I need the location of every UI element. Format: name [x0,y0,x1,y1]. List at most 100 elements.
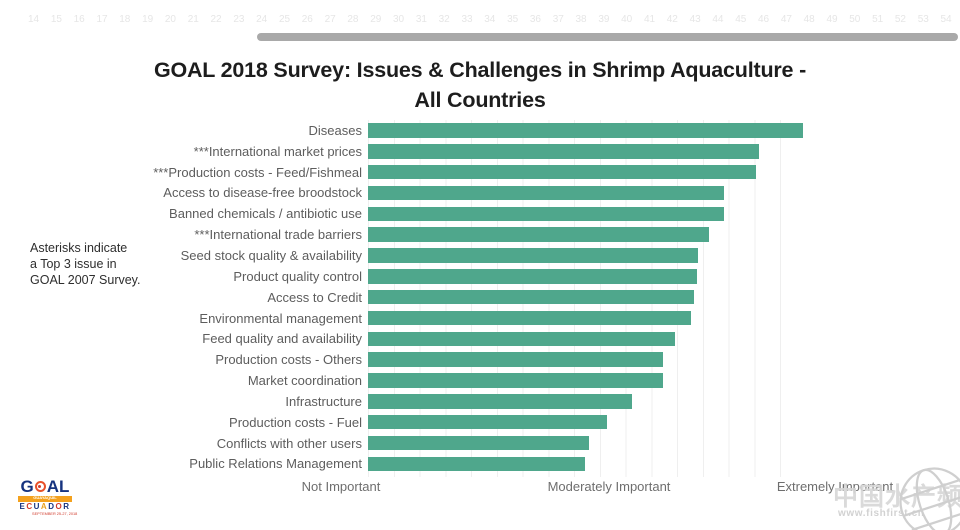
chart-title-line2: All Countries [414,88,546,112]
ruler-number: 50 [849,14,861,25]
goal-logo-country: ECUADOR [18,503,72,511]
ruler-number: 26 [301,14,313,25]
ruler-number: 18 [119,14,131,25]
chart-row: Conflicts with other users [0,433,960,454]
chart-row: Public Relations Management [0,454,960,475]
bar [368,227,709,242]
ruler-number: 45 [735,14,747,25]
bar [368,206,724,222]
row-label: Product quality control [233,268,362,284]
annotation-line2: a Top 3 issue in [30,257,117,271]
chart-row: Access to Credit [0,287,960,308]
bar [368,414,607,430]
goal-logo-g: G [20,477,34,496]
chart-title: GOAL 2018 Survey: Issues & Challenges in… [0,55,960,115]
row-label: Access to Credit [267,289,362,305]
goal-logo-country-letter: U [33,502,41,511]
goal-logo-city: GUAYAQUIL [33,496,57,501]
bar [368,123,803,138]
bar [368,144,759,159]
row-label: Conflicts with other users [216,435,362,451]
goal-ecuador-logo: G AL GUAYAQUIL ECUADOR SEPTEMBER 25-27, 2… [18,478,77,517]
ruler-number: 28 [347,14,359,25]
ruler-number: 29 [370,14,382,25]
goal-logo-country-letter: C [26,502,34,511]
row-label: Production costs - Fuel [229,414,362,430]
chart-row: Production costs - Others [0,349,960,370]
bar-chart: Diseases ***International market prices **… [0,120,960,474]
bar [368,331,675,347]
slide-ruler: 14 15 16 17 18 19 20 21 22 23 24 25 26 27 28 29 30 31 32 33… [28,14,952,25]
row-label: Feed quality and availability [202,331,362,347]
ruler-number: 36 [529,14,541,25]
ruler-number: 34 [484,14,496,25]
ruler-number: 39 [598,14,610,25]
bar [368,373,664,388]
goal-logo-country-letter: A [40,502,49,511]
goal-logo-country-letter: E [19,502,27,511]
bar [368,248,699,263]
ruler-number: 37 [552,14,564,25]
ruler-number: 27 [324,14,336,25]
axis-tick-label-extremely-important: Extremely Important [776,479,894,494]
bar [368,185,724,201]
chart-row: Infrastructure [0,391,960,412]
chart-row: Market coordination [0,370,960,391]
chart-row: Seed stock quality & availability [0,245,960,266]
chart-row: Feed quality and availability [0,328,960,349]
ruler-number: 30 [393,14,405,25]
axis-tick-label-not-important: Not Important [301,479,381,494]
globe-icon [899,467,960,530]
ruler-number: 40 [621,14,633,25]
ruler-number: 35 [507,14,519,25]
axis-tick-label-moderately-important: Moderately Important [547,479,671,494]
chart-title-line1: GOAL 2018 Survey: Issues & Challenges in… [153,58,807,82]
ruler-number: 48 [803,14,815,25]
scrollbar-thumb[interactable] [257,33,958,41]
bar [368,164,757,180]
ruler-number: 14 [28,14,40,25]
ruler-number: 21 [187,14,199,25]
ruler-number: 16 [73,14,85,25]
bar [368,289,695,305]
bar [368,269,697,284]
bar [368,394,633,409]
shrimp-ring-icon [34,481,46,492]
chart-row: Production costs - Fuel [0,412,960,433]
watermark-url: www.fishfirst.cn [838,508,925,519]
bar [368,310,691,326]
ruler-number: 53 [917,14,929,25]
chart-row: ***International market prices [0,141,960,162]
ruler-number: 54 [940,14,952,25]
ruler-number: 52 [894,14,906,25]
row-label: Seed stock quality & availability [180,247,362,263]
chart-row: ***International trade barriers [0,224,960,245]
row-label: Environmental management [199,310,362,326]
row-label: ***International trade barriers [194,227,362,243]
goal-logo-al: AL [46,477,70,496]
ruler-number: 31 [415,14,427,25]
row-label: Banned chemicals / antibiotic use [169,206,362,222]
ruler-number: 15 [50,14,62,25]
ruler-number: 43 [689,14,701,25]
ruler-number: 33 [461,14,473,25]
goal-logo-word: G AL [18,478,72,495]
goal-logo-country-letter: D [48,502,56,511]
ruler-number: 17 [96,14,108,25]
ruler-number: 20 [164,14,176,25]
ruler-number: 38 [575,14,587,25]
chart-row: ***Production costs - Feed/Fishmeal [0,162,960,183]
chart-row: Diseases [0,120,960,141]
ruler-number: 32 [438,14,450,25]
ruler-number: 19 [142,14,154,25]
chart-row: Access to disease-free broodstock [0,183,960,204]
ruler-number: 25 [278,14,291,25]
goal-logo-country-letter: R [63,502,71,511]
ruler-number: 47 [780,14,792,25]
row-label: ***Production costs - Feed/Fishmeal [153,164,362,180]
bar [368,456,585,472]
bar [368,352,664,367]
ruler-number: 42 [666,14,678,25]
bar [368,435,589,451]
